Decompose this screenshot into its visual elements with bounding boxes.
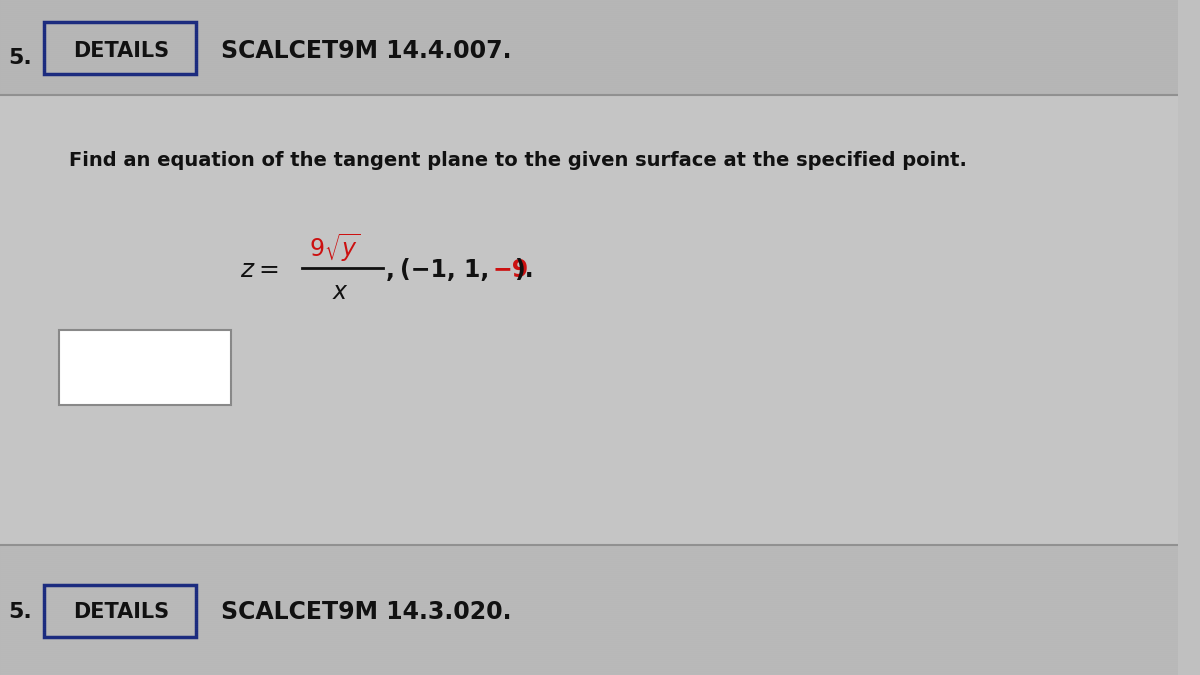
Text: ,: , — [385, 258, 395, 282]
Text: SCALCET9M 14.3.020.: SCALCET9M 14.3.020. — [221, 600, 511, 624]
Text: (−1, 1,: (−1, 1, — [401, 258, 498, 282]
Text: $x$: $x$ — [332, 280, 349, 304]
Text: DETAILS: DETAILS — [73, 602, 169, 622]
Text: $9\sqrt{y}$: $9\sqrt{y}$ — [310, 232, 360, 265]
Text: −9: −9 — [493, 258, 529, 282]
Bar — [0, 0, 1178, 95]
Bar — [883, 0, 1178, 18]
Text: ).: ). — [515, 258, 534, 282]
Text: DETAILS: DETAILS — [73, 41, 169, 61]
Bar — [44, 585, 197, 637]
Text: $z =$: $z =$ — [240, 258, 278, 282]
Text: 5.: 5. — [8, 602, 31, 622]
Text: SCALCET9M 14.4.007.: SCALCET9M 14.4.007. — [221, 39, 511, 63]
Text: 5.: 5. — [8, 48, 31, 68]
Bar — [44, 22, 197, 74]
Bar — [59, 330, 230, 405]
Text: Find an equation of the tangent plane to the given surface at the specified poin: Find an equation of the tangent plane to… — [68, 151, 966, 169]
Bar — [0, 545, 1178, 675]
Bar — [0, 95, 1178, 545]
